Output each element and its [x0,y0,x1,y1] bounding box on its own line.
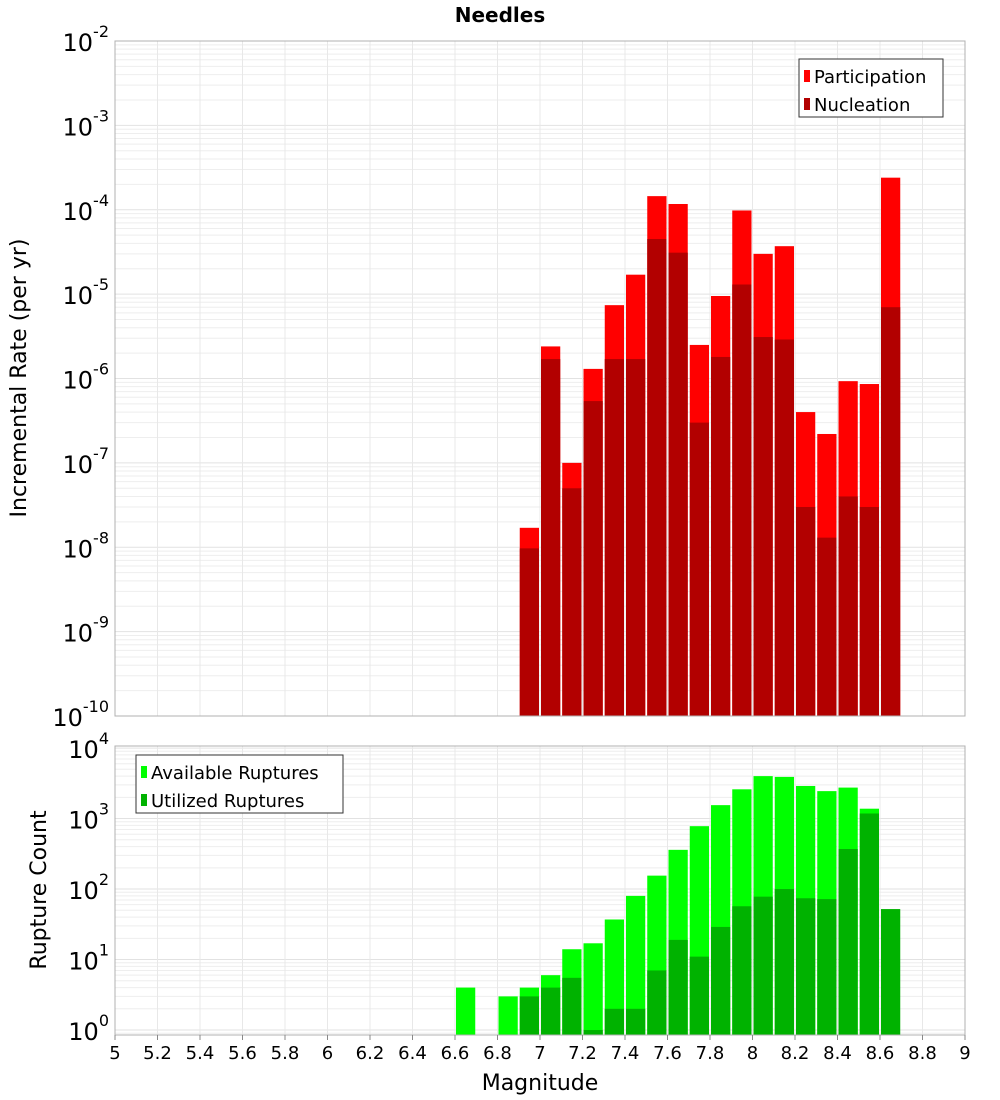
bar-nucleation [817,537,837,716]
bar-utilized-ruptures [604,1008,624,1035]
y-tick-label: 10-6 [63,360,110,395]
bar-utilized-ruptures [647,970,667,1035]
bar-available-ruptures [583,943,603,1035]
y-axis-label-rate: Incremental Rate (per yr) [7,239,32,518]
bar-utilized-ruptures [753,896,773,1035]
y-tick-label: 104 [68,729,109,764]
y-tick-label: 10-4 [63,191,110,226]
chart-title: Needles [455,3,546,27]
x-tick-label: 8.2 [781,1043,810,1064]
bar-utilized-ruptures [562,977,582,1035]
x-tick-label: 9 [959,1043,970,1064]
legend-label: Nucleation [814,95,910,116]
bar-nucleation [689,422,709,716]
bar-nucleation [519,548,539,716]
bar-utilized-ruptures [541,987,561,1035]
bar-utilized-ruptures [711,926,731,1035]
y-tick-label: 10-2 [63,22,110,57]
x-tick-label: 6.8 [483,1043,512,1064]
x-tick-label: 5.8 [271,1043,300,1064]
x-tick-label: 5 [109,1043,120,1064]
legend [798,58,944,118]
bar-available-ruptures [604,919,624,1035]
bar-nucleation [774,339,794,716]
y-tick-label: 10-5 [63,275,110,310]
bar-utilized-ruptures [859,813,879,1035]
legend-label: Participation [814,67,926,88]
x-tick-label: 6.4 [398,1043,427,1064]
x-tick-label: 7.8 [696,1043,725,1064]
legend-label: Utilized Ruptures [151,791,304,812]
bar-nucleation [562,488,582,716]
x-tick-label: 7.4 [611,1043,640,1064]
bar-utilized-ruptures [817,899,837,1035]
bar-utilized-ruptures [774,889,794,1035]
x-tick-label: 8 [747,1043,758,1064]
y-tick-label: 102 [68,870,109,905]
x-tick-label: 8.8 [908,1043,937,1064]
y-tick-label: 10-9 [63,613,110,648]
plot-border [114,40,966,717]
legend-swatch [804,70,810,82]
bar-nucleation [668,252,688,716]
bar-nucleation [838,496,858,716]
y-tick-label: 103 [68,800,109,835]
bar-available-ruptures [498,996,518,1035]
x-tick-label: 8.4 [823,1043,852,1064]
legend-swatch [141,794,147,806]
x-axis-label: Magnitude [482,1071,599,1096]
y-tick-label: 10-8 [63,528,110,563]
legend [135,754,344,814]
x-tick-label: 7 [534,1043,545,1064]
x-tick-label: 5.4 [186,1043,215,1064]
x-tick-label: 6.6 [441,1043,470,1064]
y-tick-label: 10-7 [63,444,110,479]
y-tick-label: 10-3 [63,106,110,141]
bar-utilized-ruptures [668,939,688,1035]
legend-swatch [141,766,147,778]
bar-nucleation [732,284,752,716]
x-tick-label: 5.6 [228,1043,257,1064]
y-tick-label: 10-10 [52,697,109,732]
legend-swatch [804,98,810,110]
bar-nucleation [796,506,816,716]
bar-nucleation [583,401,603,716]
y-axis-label-count: Rupture Count [27,810,52,970]
rate-plot: 10-10 10-9 10-8 10-7 10-6 10-5 10-4 10-3 10-2 Par… [52,22,966,732]
bar-utilized-ruptures [881,909,901,1035]
bar-nucleation [626,359,646,716]
bar-utilized-ruptures [519,996,539,1035]
bar-nucleation [604,359,624,716]
bar-utilized-ruptures [838,848,858,1035]
bar-available-ruptures [456,987,476,1035]
x-tick-label: 8.6 [866,1043,895,1064]
bar-utilized-ruptures [732,906,752,1035]
count-plot: 100 101 102 103 104 Available Ruptures Utilize… [68,729,966,1046]
y-tick-label: 101 [68,941,109,976]
bar-nucleation [541,359,561,716]
x-tick-label: 7.6 [653,1043,682,1064]
x-tick-label: 7.2 [568,1043,597,1064]
x-tick-label: 6 [322,1043,333,1064]
bar-nucleation [647,239,667,716]
bar-utilized-ruptures [626,1008,646,1035]
y-tick-label: 100 [68,1011,109,1046]
bar-nucleation [881,307,901,716]
bar-utilized-ruptures [583,1030,603,1035]
bar-nucleation [711,356,731,716]
bar-available-ruptures [626,895,646,1035]
x-tick-label: 5.2 [143,1043,172,1064]
bar-utilized-ruptures [796,898,816,1035]
bar-nucleation [859,506,879,716]
bar-nucleation [753,337,773,716]
legend-label: Available Ruptures [151,763,319,784]
x-tick-label: 6.2 [356,1043,385,1064]
bar-utilized-ruptures [689,956,709,1035]
